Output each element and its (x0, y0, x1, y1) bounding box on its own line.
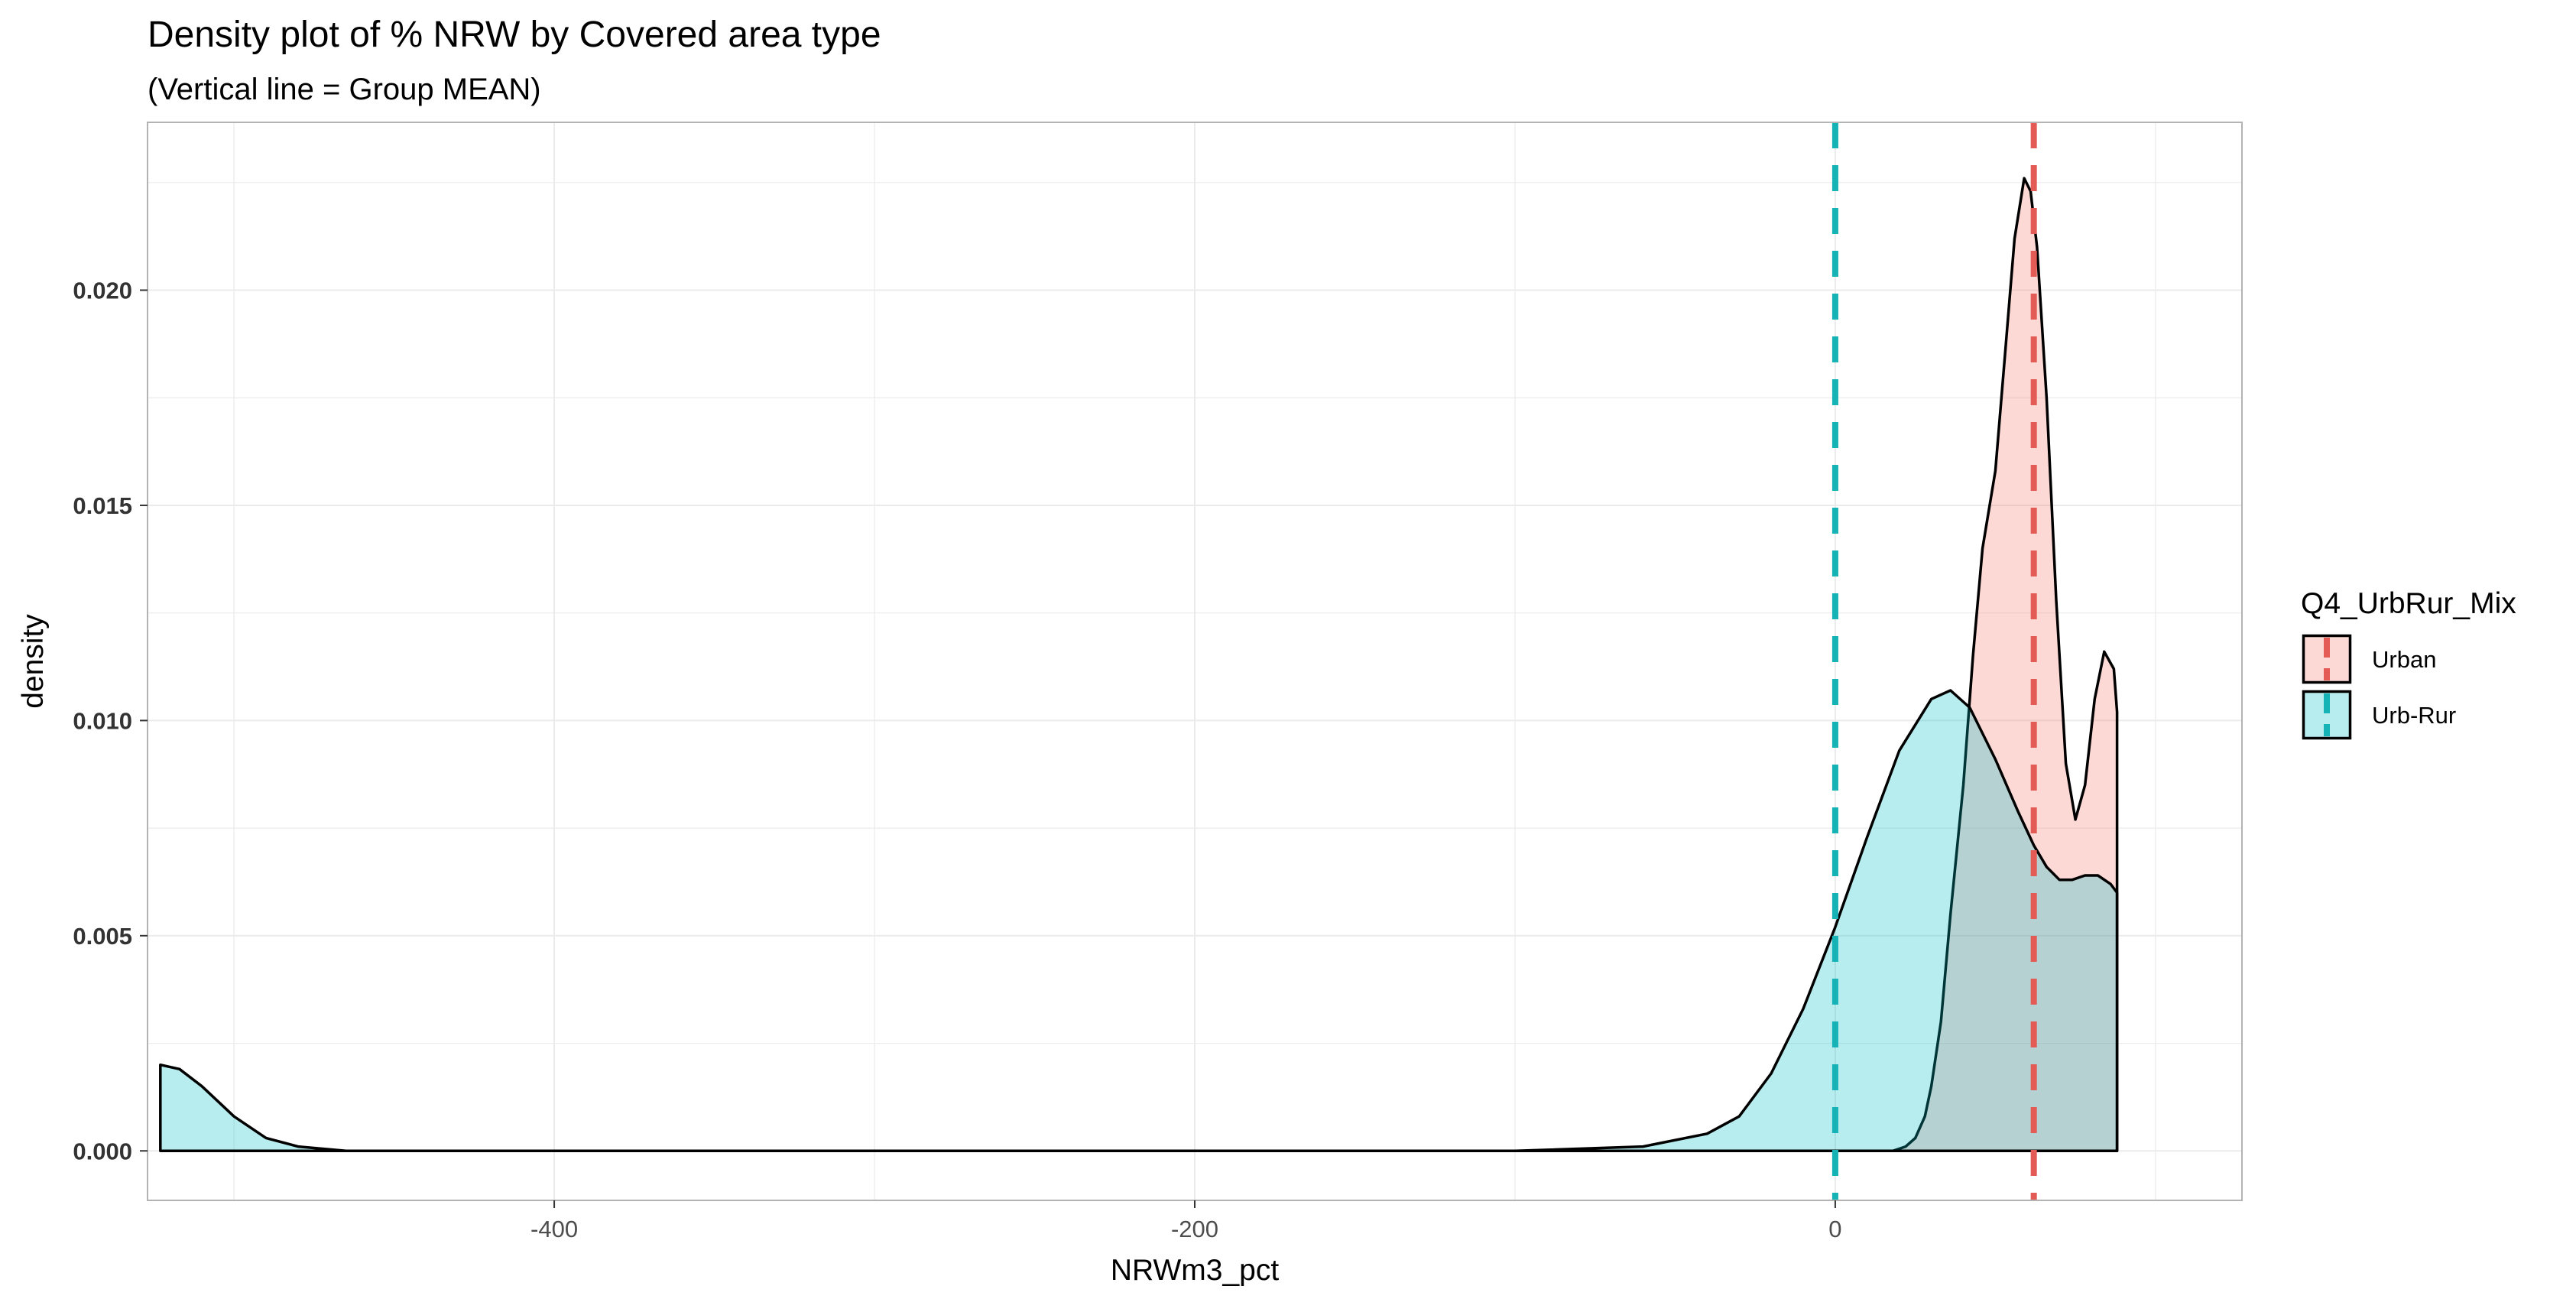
density-area-urban (1891, 177, 2119, 1153)
mean-lines (1831, 122, 2037, 1200)
chart-subtitle: (Vertical line = Group MEAN) (148, 73, 541, 106)
legend-title: Q4_UrbRur_Mix (2301, 587, 2516, 620)
x-tick-label: -200 (1171, 1216, 1218, 1242)
y-axis-title: density (17, 614, 50, 709)
chart-title: Density plot of % NRW by Covered area ty… (148, 15, 881, 55)
x-tick-label: -400 (530, 1216, 578, 1242)
x-tick-label: 0 (1828, 1216, 1841, 1242)
legend-label-urban: Urban (2372, 646, 2436, 673)
y-tick-label: 0.020 (73, 278, 132, 304)
y-tick-label: 0.015 (73, 492, 132, 519)
y-tick-label: 0.005 (73, 923, 132, 950)
y-axis-ticks: 0.000 0.005 0.010 0.015 0.020 (73, 278, 148, 1164)
grid-lines (148, 122, 2242, 1200)
legend-label-urb-rur: Urb-Rur (2372, 702, 2456, 729)
x-axis-ticks: -400 -200 0 (530, 1200, 1842, 1242)
legend: Q4_UrbRur_Mix Urban Urb-Rur (2301, 587, 2516, 740)
y-tick-label: 0.010 (73, 707, 132, 734)
y-tick-label: 0.000 (73, 1138, 132, 1164)
density-area-urb-rur (159, 689, 2119, 1153)
density-areas (159, 177, 2119, 1153)
x-axis-title: NRWm3_pct (1111, 1254, 1279, 1287)
